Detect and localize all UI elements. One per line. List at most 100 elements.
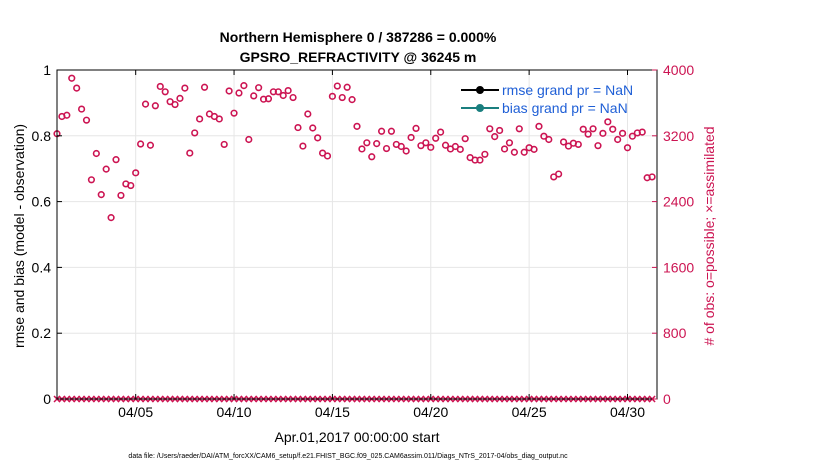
chart-title: Northern Hemisphere 0 / 387286 = 0.000% [220,29,497,45]
possible-obs-point [294,123,302,132]
y-tick-label: 0 [43,391,51,407]
possible-obs-point [299,142,307,150]
y-axis-label: rmse and bias (model - observation) [11,124,27,348]
possible-obs-point [141,100,150,108]
possible-obs-point [323,152,332,160]
possible-obs-point [618,129,627,137]
possible-obs-point [63,111,71,119]
possible-obs-point [540,132,548,140]
possible-obs-point [496,126,504,135]
possible-obs-point [215,115,223,123]
possible-obs-point [274,88,282,96]
possible-obs-point [102,165,110,173]
possible-obs-point [427,143,435,151]
x-tick-label: 04/05 [118,404,153,420]
axes-ticks: 04/05 04/10 04/15 04/20 04/25 04/30 0 0.2 0.4 0.6… [32,62,695,420]
possible-obs-point [279,91,287,100]
plot-area [57,70,657,399]
possible-obs-point [146,141,155,149]
possible-obs-point [609,125,617,133]
possible-obs-point [579,125,587,133]
legend-bias-label: bias grand pr = NaN [502,100,628,116]
possible-obs-point [250,92,258,100]
possible-obs-point [240,82,248,90]
possible-obs-point [432,134,440,142]
x-tick-label: 04/20 [413,404,448,420]
possible-obs-point [358,145,366,153]
possible-obs-point [500,145,509,153]
y-tick-label: 0.4 [32,259,52,275]
possible-obs-series [53,74,656,222]
y-tick-label: 0.6 [32,194,52,210]
possible-obs-point [599,129,607,137]
possible-obs-point [530,145,538,153]
possible-obs-point [161,88,169,96]
possible-obs-point [225,87,233,95]
data-file-footer: data file: /Users/raeder/DAI/ATM_forcXX/… [128,453,568,460]
possible-obs-point [171,100,179,109]
x-tick-label: 04/15 [315,404,350,420]
possible-obs-point [481,150,489,158]
possible-obs-point [412,124,420,132]
possible-obs-point [235,89,243,97]
legend-rmse-marker [476,86,484,94]
possible-obs-point [255,84,263,92]
possible-obs-point [604,118,612,126]
y2-axis-label: # of obs: o=possible; ×=assimilated [701,126,717,345]
possible-obs-point [491,133,499,141]
possible-obs-point [559,138,568,146]
possible-obs-point [151,102,159,110]
possible-obs-point [387,127,396,135]
possible-obs-point [545,135,553,144]
possible-obs-point [284,86,292,95]
possible-obs-point [422,139,430,147]
possible-obs-point [92,149,100,158]
possible-obs-point [574,140,582,149]
possible-obs-point [191,129,199,137]
y-tick-label: 1 [43,62,51,78]
possible-obs-point [264,95,273,103]
possible-obs-point [407,133,415,142]
possible-obs-point [87,176,96,184]
possible-obs-point [309,124,317,132]
possible-obs-point [520,148,528,156]
possible-obs-point [196,115,204,123]
possible-obs-point [304,110,312,118]
possible-obs-point [437,128,445,136]
possible-obs-point [368,153,376,161]
possible-obs-point [535,122,543,130]
y2-tick-label: 3200 [663,128,694,144]
possible-obs-point [176,94,184,102]
possible-obs-point [156,82,164,91]
possible-obs-point [648,173,656,181]
possible-obs-point [584,130,592,138]
plot-frame [56,69,658,400]
possible-obs-point [377,127,386,135]
possible-obs-point [230,109,238,117]
x-axis-label: Apr.01,2017 00:00:00 start [274,429,439,445]
possible-obs-point [132,169,140,177]
possible-obs-point [594,142,602,150]
legend-rmse-label: rmse grand pr = NaN [502,82,633,98]
y2-tick-label: 1600 [663,259,694,275]
possible-obs-point [614,135,622,144]
x-tick-label: 04/25 [512,404,547,420]
possible-obs-point [107,214,115,222]
possible-obs-point [382,144,391,153]
possible-obs-point [510,148,518,156]
possible-obs-point [117,191,125,200]
possible-obs-point [97,191,105,199]
legend-bias-marker [476,104,484,112]
possible-obs-point [486,125,494,133]
x-tick-label: 04/10 [217,404,252,420]
y2-tick-label: 2400 [663,194,694,210]
legend: rmse grand pr = NaN bias grand pr = NaN [461,82,633,116]
y2-tick-label: 800 [663,325,687,341]
possible-obs-point [200,83,209,91]
possible-obs-point [181,84,189,92]
possible-obs-point [623,144,632,152]
possible-obs-point [363,139,371,147]
possible-obs-point [289,93,297,102]
possible-obs-point [476,156,484,164]
possible-obs-point [343,83,351,91]
